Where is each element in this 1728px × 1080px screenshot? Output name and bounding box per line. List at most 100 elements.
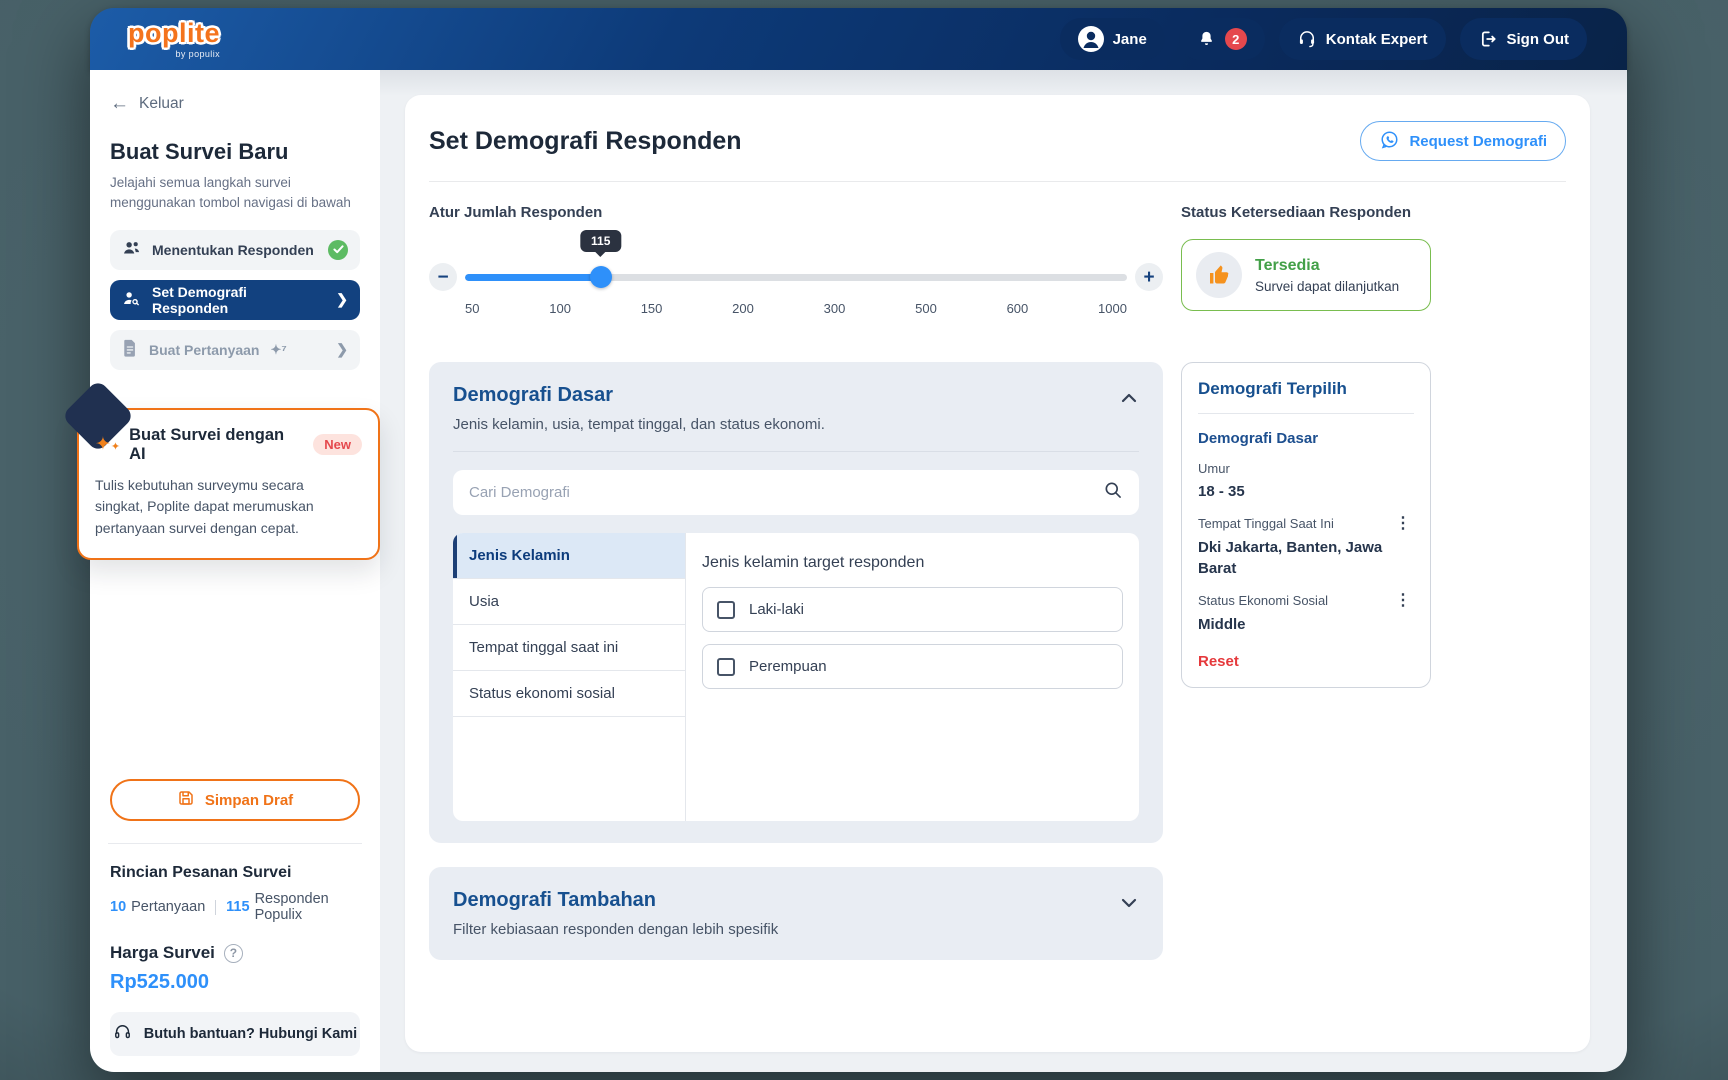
step-label: Buat Pertanyaan (149, 341, 260, 358)
slider-track[interactable]: 115 (465, 230, 1127, 288)
person-search-icon (122, 290, 141, 310)
kebab-menu-icon[interactable]: ⋮ (1395, 591, 1411, 609)
availability-label: Status Ketersediaan Responden (1181, 204, 1412, 221)
save-draft-label: Simpan Draf (204, 791, 294, 809)
logo-text: poplite (128, 17, 220, 48)
option-label: Perempuan (749, 658, 827, 675)
demografi-panel: Jenis Kelamin Usia Tempat tinggal saat i… (453, 533, 1139, 821)
respondent-slider: − 115 + (429, 230, 1163, 291)
option-label: Laki-laki (749, 601, 805, 618)
slider-value-tooltip: 115 (580, 230, 622, 252)
selected-group-title: Demografi Dasar (1198, 430, 1319, 447)
step-set-demografi-responden[interactable]: Set Demografi Responden ❯ (110, 279, 360, 320)
sparkles-icon: ✦⁷ (270, 341, 287, 357)
request-demografi-button[interactable]: Request Demografi (1360, 121, 1566, 161)
contact-help-button[interactable]: Butuh bantuan? Hubungi Kami (110, 1012, 360, 1056)
check-circle-icon (328, 239, 348, 260)
selected-item-label: Tempat Tinggal Saat Ini (1198, 516, 1334, 532)
slider-label: Atur Jumlah Responden (429, 204, 603, 221)
save-draft-button[interactable]: Simpan Draf (110, 779, 360, 821)
user-menu-button[interactable]: Jane (1059, 18, 1165, 60)
sign-out-button[interactable]: Sign Out (1459, 18, 1587, 60)
save-icon (177, 789, 195, 811)
increase-button[interactable]: + (1135, 263, 1163, 291)
tick-label: 50 (465, 301, 480, 316)
chevron-right-icon: ❯ (336, 291, 348, 307)
demografi-tambahan-section: Demografi Tambahan Filter kebiasaan resp… (429, 867, 1163, 960)
page-title: Set Demografi Responden (429, 126, 742, 155)
thumbs-up-icon (1196, 252, 1242, 298)
bell-icon (1197, 29, 1216, 49)
notification-badge: 2 (1224, 28, 1247, 50)
reset-button[interactable]: Reset (1198, 653, 1239, 670)
request-demografi-label: Request Demografi (1409, 132, 1547, 150)
slider-fill (465, 273, 601, 281)
selected-item-label: Status Ekonomi Sosial (1198, 592, 1329, 608)
question-count: 10 (110, 899, 127, 915)
selected-item-label: Umur (1198, 461, 1230, 476)
slider-thumb[interactable] (589, 266, 612, 288)
kebab-menu-icon[interactable]: ⋮ (1395, 515, 1411, 533)
demografi-dasar-subtitle: Jenis kelamin, usia, tempat tinggal, dan… (453, 416, 825, 433)
poplite-logo[interactable]: poplite by populix (128, 17, 220, 59)
divider (429, 181, 1566, 182)
tab-jenis-kelamin[interactable]: Jenis Kelamin (453, 533, 685, 579)
help-label: Butuh bantuan? Hubungi Kami (143, 1026, 358, 1042)
availability-card: Tersedia Survei dapat dilanjutkan (1181, 239, 1431, 311)
contact-expert-button[interactable]: Kontak Expert (1278, 18, 1446, 60)
slider-tick-labels: 50 100 150 200 300 500 600 1000 (465, 301, 1127, 316)
demografi-terpilih-card: Demografi Terpilih Demografi Dasar Umur … (1181, 362, 1431, 688)
top-navbar: poplite by populix Jane 2 Kontak Exper (90, 8, 1627, 70)
arrow-left-icon: ← (110, 93, 129, 114)
demografi-tambahan-title: Demografi Tambahan (453, 889, 656, 911)
tab-status-ekonomi[interactable]: Status ekonomi sosial (453, 671, 685, 717)
step-menentukan-responden[interactable]: Menentukan Responden (110, 229, 360, 270)
notifications-button[interactable]: 2 (1178, 18, 1265, 60)
tick-label: 300 (823, 301, 846, 316)
back-label: Keluar (139, 94, 184, 112)
checkbox[interactable] (717, 600, 735, 619)
search-input[interactable] (469, 484, 1103, 501)
demografi-tab-panel: Jenis kelamin target responden Laki-laki… (686, 533, 1139, 821)
tick-label: 1000 (1098, 301, 1127, 316)
availability-status: Tersedia (1255, 256, 1320, 274)
survey-steps: Menentukan Responden Set Demografi Respo… (110, 229, 360, 380)
main-card: Set Demografi Responden Request Demograf… (405, 95, 1590, 1052)
navbar-actions: Jane 2 Kontak Expert Sign Out (1059, 18, 1587, 60)
divider (453, 451, 1139, 452)
search-icon (1103, 480, 1123, 505)
chevron-down-icon[interactable] (1121, 895, 1137, 913)
sign-out-label: Sign Out (1506, 30, 1570, 48)
price-value: Rp525.000 (110, 971, 209, 993)
demografi-search (453, 470, 1139, 515)
help-tooltip-icon[interactable]: ? (223, 943, 243, 963)
selected-item-umur: Umur 18 - 35 (1198, 461, 1414, 502)
demografi-tab-list: Jenis Kelamin Usia Tempat tinggal saat i… (453, 533, 686, 821)
question-label: Pertanyaan (131, 899, 206, 915)
demografi-tambahan-subtitle: Filter kebiasaan responden dengan lebih … (453, 921, 779, 938)
decrease-button[interactable]: − (429, 263, 457, 291)
tab-tempat-tinggal[interactable]: Tempat tinggal saat ini (453, 625, 685, 671)
order-summary-counts: 10 Pertanyaan 115 Responden Populix (110, 891, 360, 923)
tick-label: 150 (640, 301, 663, 316)
option-laki-laki[interactable]: Laki-laki (702, 587, 1123, 632)
selected-item-status-ekonomi: Status Ekonomi Sosial ⋮ Middle (1198, 591, 1414, 635)
availability-description: Survei dapat dilanjutkan (1255, 278, 1400, 294)
tab-usia[interactable]: Usia (453, 579, 685, 625)
app-window: poplite by populix Jane 2 Kontak Exper (61, 8, 1627, 1072)
chevron-up-icon[interactable] (1121, 390, 1137, 408)
document-icon (122, 339, 138, 360)
option-perempuan[interactable]: Perempuan (702, 644, 1123, 689)
back-button[interactable]: ← Keluar (110, 94, 360, 113)
demografi-terpilih-title: Demografi Terpilih (1198, 379, 1414, 414)
step-buat-pertanyaan[interactable]: Buat Pertanyaan ✦⁷ ❯ (110, 329, 360, 370)
tick-label: 500 (915, 301, 937, 316)
panel-title: Jenis kelamin target responden (702, 554, 925, 571)
step-label: Menentukan Responden (152, 241, 314, 258)
ai-survey-callout: ✦✦ Buat Survei dengan AI New Tulis kebut… (61, 378, 380, 560)
tick-label: 100 (549, 301, 571, 316)
new-badge: New (313, 434, 362, 455)
checkbox[interactable] (717, 657, 735, 676)
divider (215, 899, 217, 915)
chevron-right-icon: ❯ (336, 341, 348, 357)
